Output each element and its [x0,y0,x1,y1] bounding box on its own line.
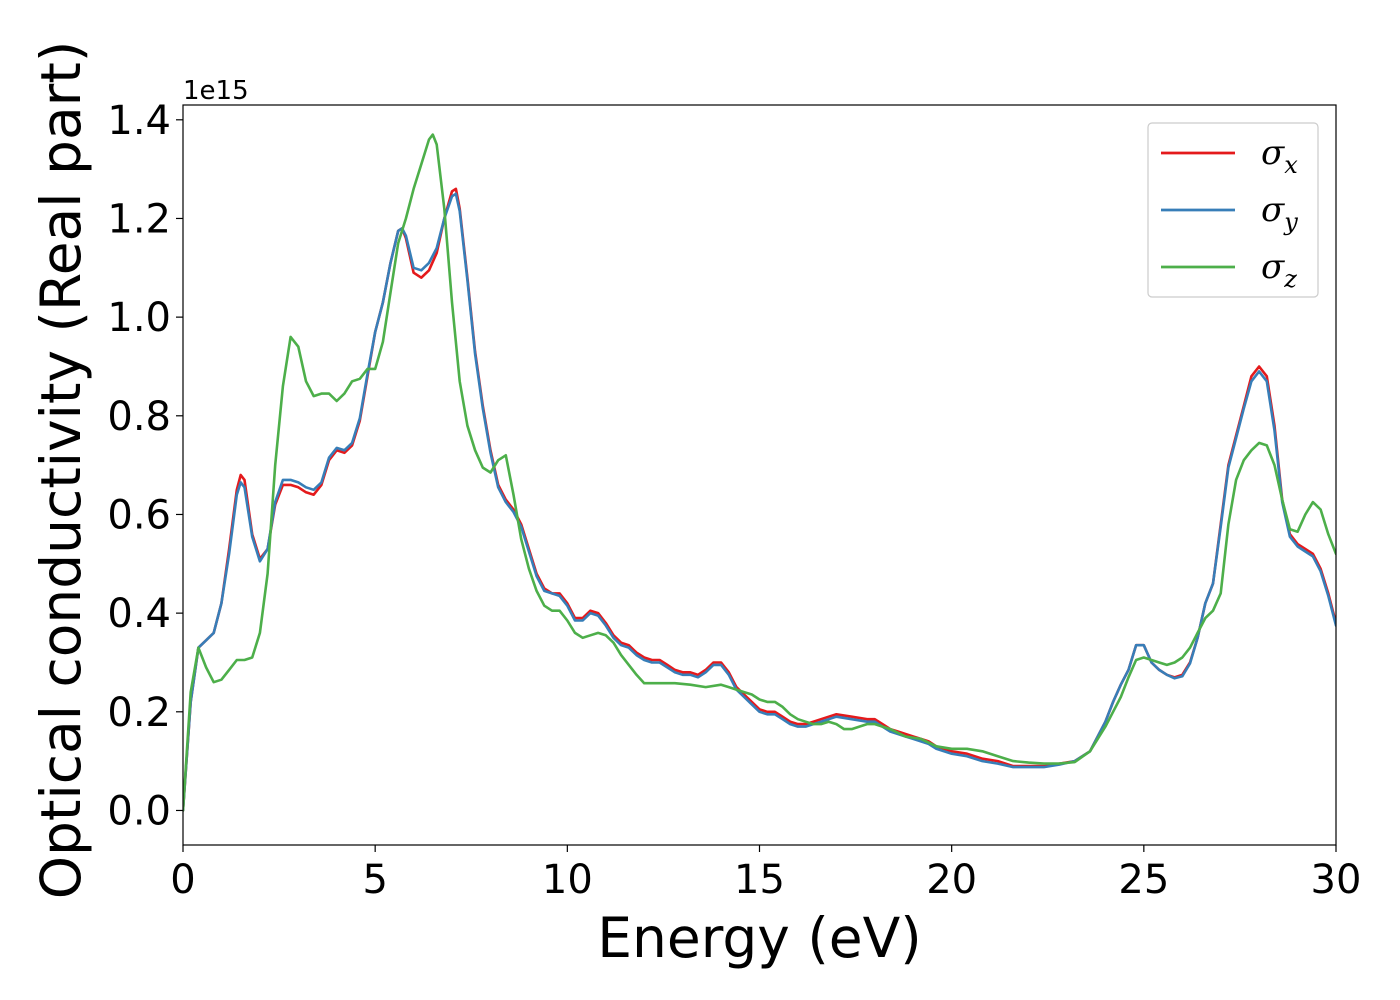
legend-label-y: σy [1261,190,1298,236]
y-tick-label: 0.4 [107,591,171,637]
x-axis-label: Energy (eV) [597,906,921,970]
x-tick-label: 0 [170,857,195,903]
y-tick-label: 1.2 [107,196,171,242]
x-tick-label: 5 [362,857,387,903]
series-line-y [183,192,1336,812]
y-tick-label: 1.0 [107,295,171,341]
x-axis-ticks: 0 5 10 15 20 25 30 [170,845,1361,903]
y-tick-label: 0.2 [107,690,171,736]
y-axis-ticks: 0.0 0.2 0.4 0.6 0.8 1.0 1.2 1.4 [107,98,183,834]
x-tick-label: 30 [1311,857,1362,903]
y-tick-label: 0.8 [107,394,171,440]
legend: σx σy σz [1147,122,1319,298]
y-tick-label: 1.4 [107,98,171,144]
x-tick-label: 10 [542,857,593,903]
y-tick-label: 0.0 [107,788,171,834]
series-line-z [183,133,1336,812]
x-tick-label: 20 [926,857,977,903]
plot-lines [183,133,1336,812]
y-offset-label: 1e15 [183,76,249,106]
y-tick-label: 0.6 [107,492,171,538]
legend-label-z: σz [1261,247,1297,293]
legend-label-x: σx [1261,133,1298,179]
y-axis-label: Optical conductivity (Real part) [29,41,93,900]
x-tick-label: 25 [1118,857,1169,903]
x-tick-label: 15 [734,857,785,903]
